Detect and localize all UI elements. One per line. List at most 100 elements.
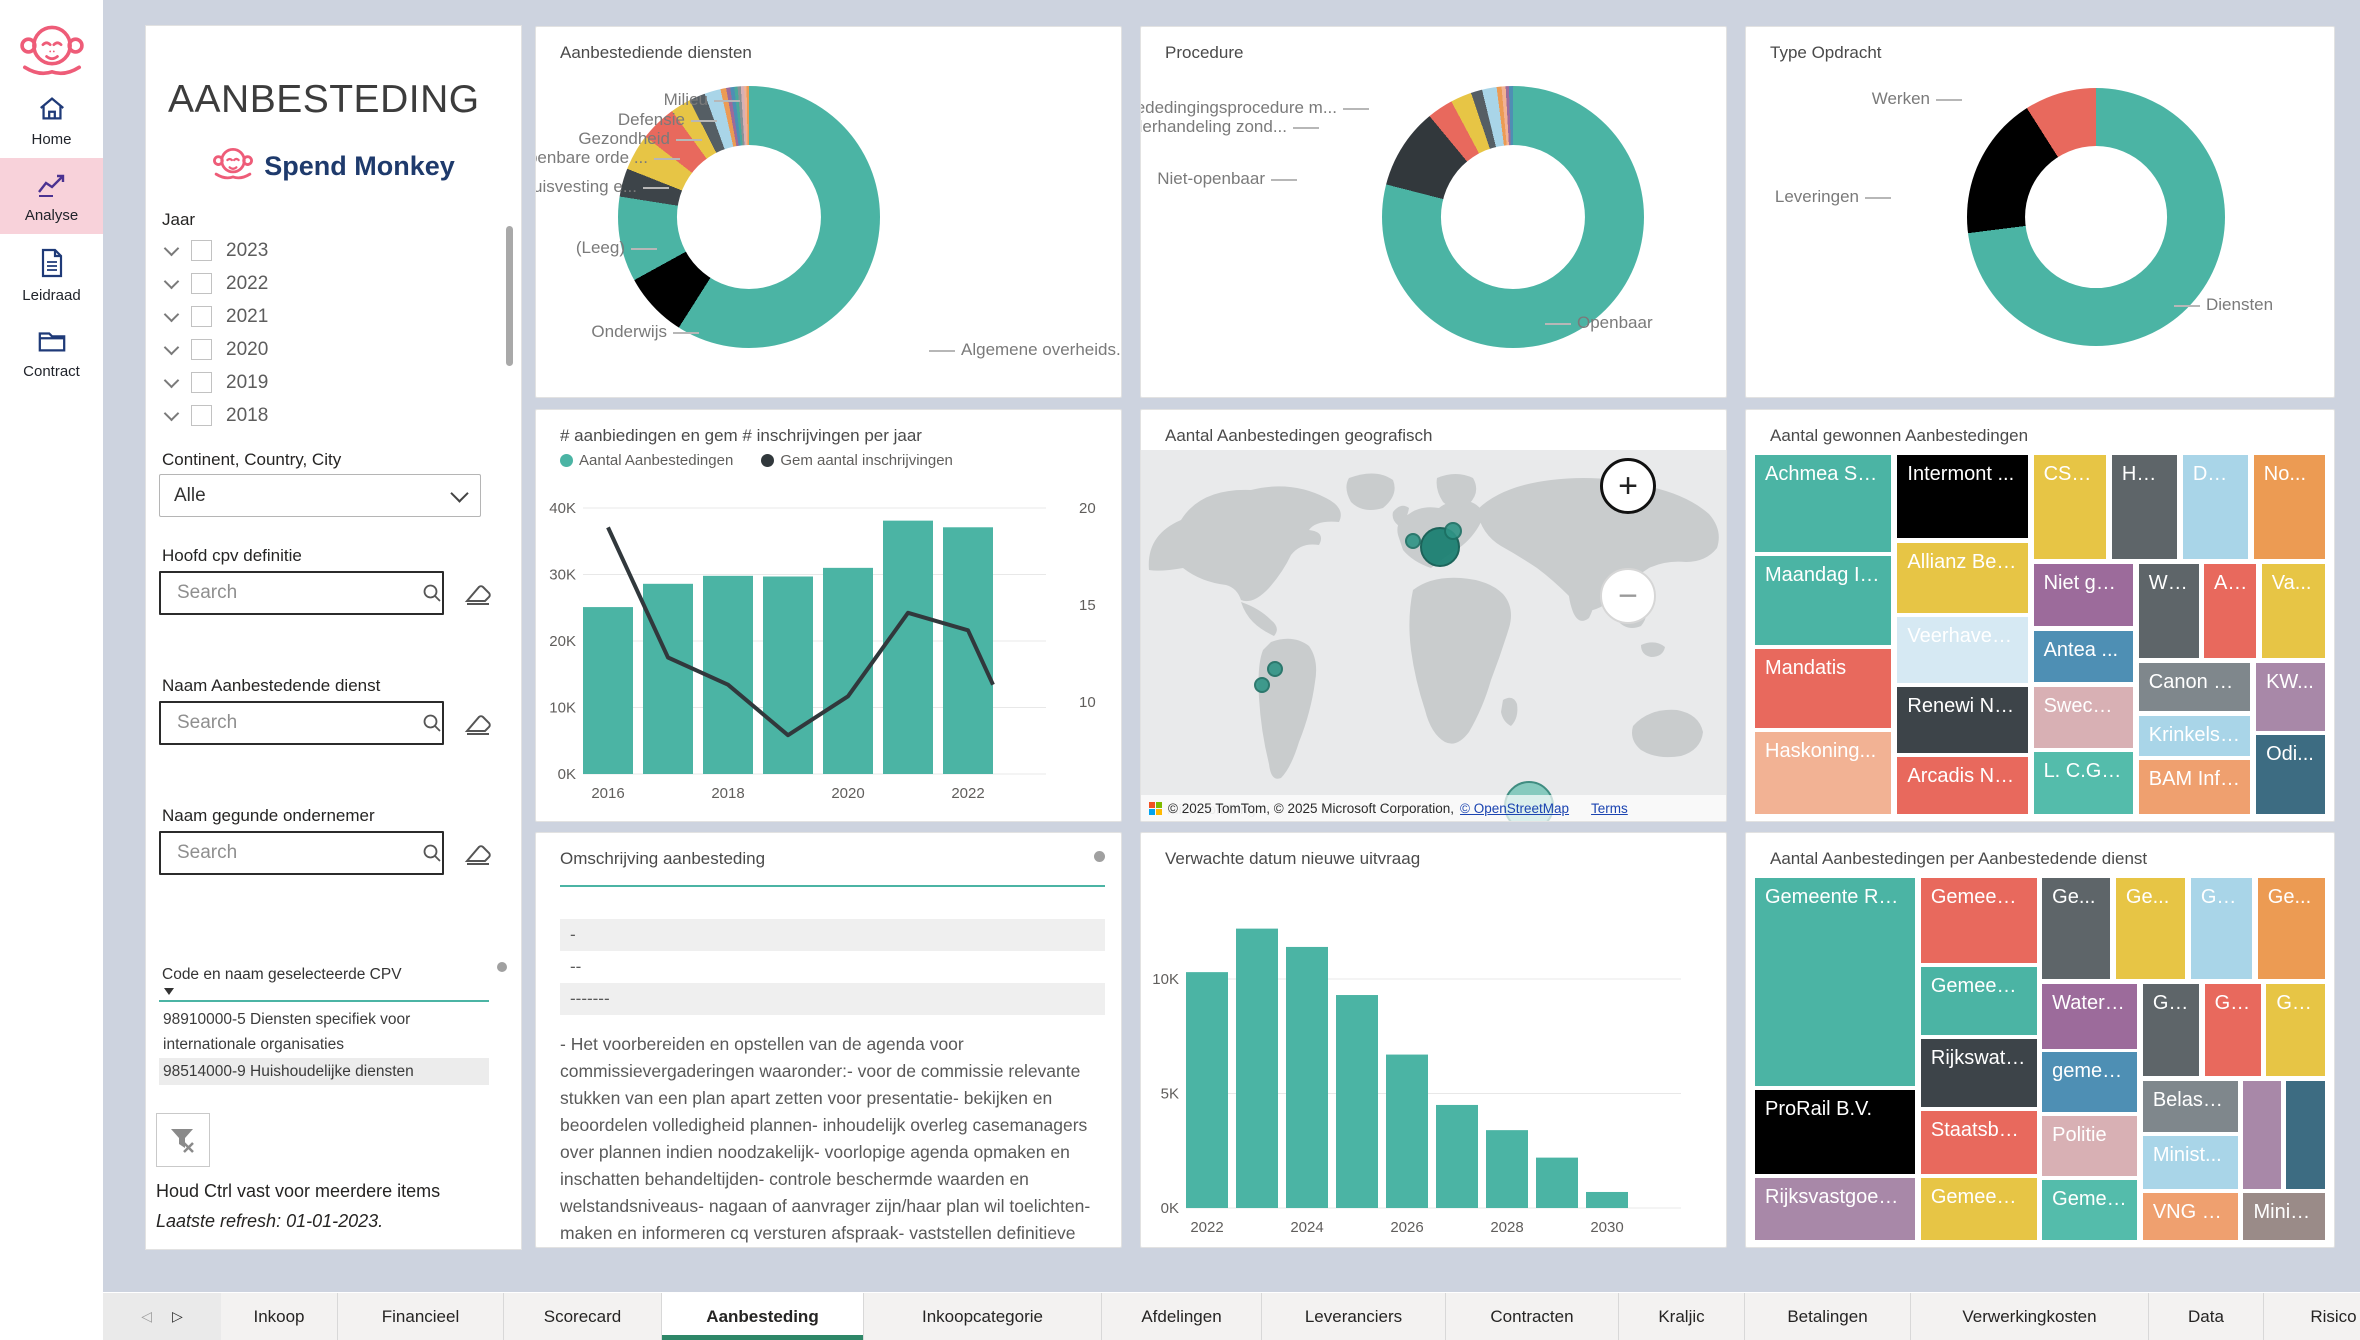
map-bubble[interactable] <box>1405 533 1421 549</box>
cpv-search-input[interactable] <box>161 582 422 604</box>
tab-risico[interactable]: Risico <box>2264 1293 2360 1340</box>
treemap-tile[interactable]: Gemee... <box>2041 1178 2138 1241</box>
checkbox[interactable] <box>191 240 212 261</box>
treemap-tile[interactable]: Arcadis Ne... <box>1896 755 2030 815</box>
tab-verwerkingkosten[interactable]: Verwerkingkosten <box>1911 1293 2149 1340</box>
treemap-tile[interactable]: Mandatis <box>1754 647 1893 729</box>
table-row[interactable]: ------- <box>560 983 1105 1015</box>
year-filter-row-2021[interactable]: 2021 <box>162 300 268 333</box>
treemap-tile[interactable]: Belasti... <box>2141 1080 2240 1134</box>
tab-data[interactable]: Data <box>2149 1293 2264 1340</box>
treemap-tile[interactable]: KW... <box>2255 662 2326 732</box>
treemap-tile[interactable]: Allianz Ben... <box>1896 541 2030 614</box>
chevron-down-icon[interactable] <box>163 273 180 290</box>
bar[interactable] <box>943 527 993 774</box>
prev-page-arrow-icon[interactable]: ◁ <box>141 1309 152 1325</box>
donut-chart[interactable] <box>1382 86 1644 348</box>
treemap-tile[interactable]: Minist... <box>2141 1134 2240 1191</box>
chevron-down-icon[interactable] <box>163 405 180 422</box>
chevron-down-icon[interactable] <box>163 339 180 356</box>
scrollbar[interactable] <box>506 226 513 366</box>
treemap-tile[interactable]: gemee... <box>2041 1050 2138 1114</box>
checkbox[interactable] <box>191 405 212 426</box>
treemap-tile[interactable]: Gemeent... <box>1919 877 2038 965</box>
ondernemer-search-input[interactable] <box>161 842 422 864</box>
tab-inkoop[interactable]: Inkoop <box>221 1293 338 1340</box>
map-bubble[interactable] <box>1254 677 1270 693</box>
chevron-down-icon[interactable] <box>163 306 180 323</box>
year-filter-row-2018[interactable]: 2018 <box>162 399 268 432</box>
bar[interactable] <box>1536 1157 1578 1208</box>
donut-chart[interactable] <box>1967 88 2225 346</box>
treemap-tile[interactable]: Ge... <box>2114 877 2187 980</box>
checkbox[interactable] <box>191 372 212 393</box>
eraser-icon[interactable] <box>464 581 494 611</box>
treemap-tile[interactable]: VNG R... <box>2141 1191 2240 1241</box>
bar[interactable] <box>1436 1104 1478 1208</box>
treemap-tile[interactable]: Ge... <box>2265 982 2326 1078</box>
cpv-table-header[interactable]: Code en naam geselecteerde CPV <box>162 966 402 983</box>
next-page-arrow-icon[interactable]: ▷ <box>172 1309 183 1325</box>
treemap-tile[interactable]: No... <box>2252 454 2326 561</box>
zoom-in-button[interactable]: + <box>1600 458 1656 514</box>
description-body[interactable]: - Het voorbereiden en opstellen van de a… <box>560 1034 1091 1243</box>
line-series[interactable] <box>606 526 995 738</box>
treemap-tile[interactable]: Asi... <box>2203 563 2257 660</box>
treemap-tile[interactable]: Ge... <box>2256 877 2326 980</box>
treemap-tile[interactable]: Staatsbos... <box>1919 1109 2038 1176</box>
treemap-tile[interactable] <box>2284 1080 2326 1191</box>
table-row[interactable]: -- <box>570 957 582 976</box>
bar[interactable] <box>1236 928 1278 1208</box>
eraser-icon[interactable] <box>464 711 494 741</box>
checkbox[interactable] <box>191 273 212 294</box>
sidebar-item-home[interactable]: Home <box>0 80 103 158</box>
bar[interactable] <box>1586 1191 1628 1208</box>
cpv-list-item[interactable]: 98910000-5 Diensten specifiek voor inter… <box>163 1011 411 1053</box>
map-bubble[interactable] <box>1444 522 1462 540</box>
clear-filter-button[interactable] <box>156 1113 210 1167</box>
dienst-search-input[interactable] <box>161 712 422 734</box>
sidebar-item-leidraad[interactable]: Leidraad <box>0 234 103 314</box>
treemap-tile[interactable]: Sweco ... <box>2032 685 2134 749</box>
treemap-tile[interactable]: ProRail B.V. <box>1754 1088 1917 1176</box>
tab-aanbesteding[interactable]: Aanbesteding <box>662 1293 864 1340</box>
tab-contracten[interactable]: Contracten <box>1446 1293 1619 1340</box>
treemap-tile[interactable]: Gemeent... <box>1919 1177 2038 1241</box>
treemap-tile[interactable]: Minis... <box>2242 1191 2326 1241</box>
options-dot-icon[interactable] <box>1094 851 1105 862</box>
treemap-tile[interactable]: L. C.G. ... <box>2032 751 2134 815</box>
eraser-icon[interactable] <box>464 841 494 871</box>
table-row[interactable]: - <box>560 919 1105 951</box>
treemap-tile[interactable] <box>2242 1080 2282 1191</box>
treemap-tile[interactable]: Canon N... <box>2137 662 2252 713</box>
bar[interactable] <box>1386 1054 1428 1208</box>
bar[interactable] <box>883 520 933 774</box>
checkbox[interactable] <box>191 306 212 327</box>
map-bubble[interactable] <box>1267 661 1283 677</box>
treemap-tile[interactable]: Haskoning... <box>1754 730 1893 815</box>
bar[interactable] <box>763 576 813 774</box>
terms-link[interactable]: Terms <box>1591 800 1628 816</box>
treemap-tile[interactable]: Antea ... <box>2032 630 2134 684</box>
cpv-list-item[interactable]: 98514000-9 Huishoudelijke diensten <box>159 1058 489 1085</box>
bar[interactable] <box>703 575 753 774</box>
treemap-tile[interactable]: Niet ge... <box>2032 563 2134 628</box>
treemap-tile[interactable]: Waters... <box>2041 982 2138 1050</box>
treemap-tile[interactable]: Ge... <box>2041 877 2112 980</box>
treemap-tile[interactable]: CSU... <box>2032 454 2107 561</box>
treemap-tile[interactable]: Dus... <box>2181 454 2250 561</box>
tab-inkoopcategorie[interactable]: Inkoopcategorie <box>864 1293 1102 1340</box>
osm-link[interactable]: © OpenStreetMap <box>1460 800 1570 816</box>
treemap-tile[interactable]: Va... <box>2260 563 2326 660</box>
sidebar-item-contract[interactable]: Contract <box>0 314 103 390</box>
treemap-tile[interactable]: Gemeente Rot... <box>1754 877 1917 1088</box>
year-filter-row-2022[interactable]: 2022 <box>162 267 268 300</box>
bar[interactable] <box>1486 1130 1528 1208</box>
treemap-tile[interactable]: Ge... <box>2141 982 2200 1078</box>
treemap-tile[interactable]: Achmea Sc... <box>1754 454 1893 553</box>
treemap-tile[interactable]: Renewi Ne... <box>1896 686 2030 754</box>
treemap-tile[interactable]: Ge... <box>2203 982 2262 1078</box>
year-filter-row-2020[interactable]: 2020 <box>162 333 268 366</box>
treemap-tile[interactable]: Heij... <box>2110 454 2179 561</box>
treemap-tile[interactable]: Rijkswate... <box>1919 1037 2038 1109</box>
